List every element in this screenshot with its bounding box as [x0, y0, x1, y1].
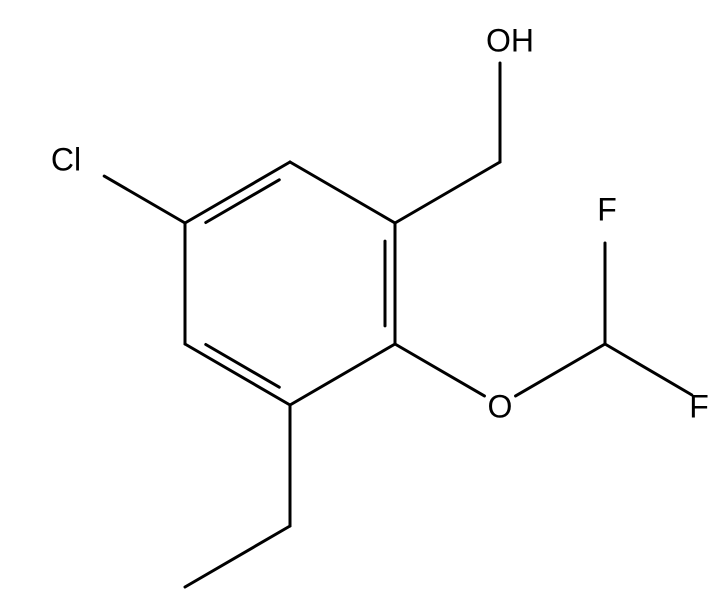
atom-label-oh: OH: [486, 23, 534, 60]
atom-label-f2: F: [689, 389, 709, 426]
atom-label-cl: Cl: [51, 142, 81, 179]
molecule-canvas: [0, 0, 714, 600]
atom-label-f1: F: [597, 192, 617, 229]
atom-label-o: O: [488, 389, 513, 426]
